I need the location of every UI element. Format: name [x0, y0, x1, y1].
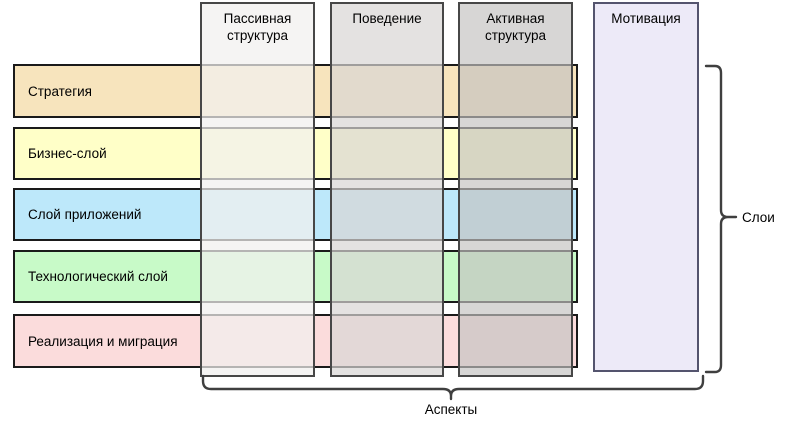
aspect-column-active-structure-label-line2: структура — [484, 28, 547, 43]
aspect-column-passive-structure-label-line2: структура — [226, 28, 289, 43]
aspect-column-motivation-label: Мотивация — [611, 11, 681, 26]
aspect-column-passive-structure-label-line1: Пассивная — [223, 11, 292, 26]
aspect-column-behavior-label: Поведение — [352, 11, 422, 26]
aspect-column-motivation: Мотивация — [593, 2, 699, 372]
aspect-column-active-structure: Активная структура — [458, 2, 573, 377]
layer-row-technology-label: Технологический слой — [28, 269, 168, 284]
aspects-brace — [201, 374, 705, 401]
layer-row-business-label: Бизнес-слой — [28, 146, 107, 161]
aspect-column-active-structure-label-line1: Активная — [486, 11, 545, 26]
layer-row-implementation-migration-label: Реализация и миграция — [28, 333, 178, 349]
aspect-column-passive-structure: Пассивная структура — [200, 2, 315, 377]
aspects-brace-label: Аспекты — [424, 402, 478, 417]
layer-row-application-label: Слой приложений — [28, 207, 142, 222]
layer-row-strategy-label: Стратегия — [28, 83, 92, 99]
layers-brace-label: Слои — [742, 210, 775, 225]
aspect-column-behavior: Поведение — [330, 2, 444, 377]
layers-brace — [704, 64, 738, 374]
